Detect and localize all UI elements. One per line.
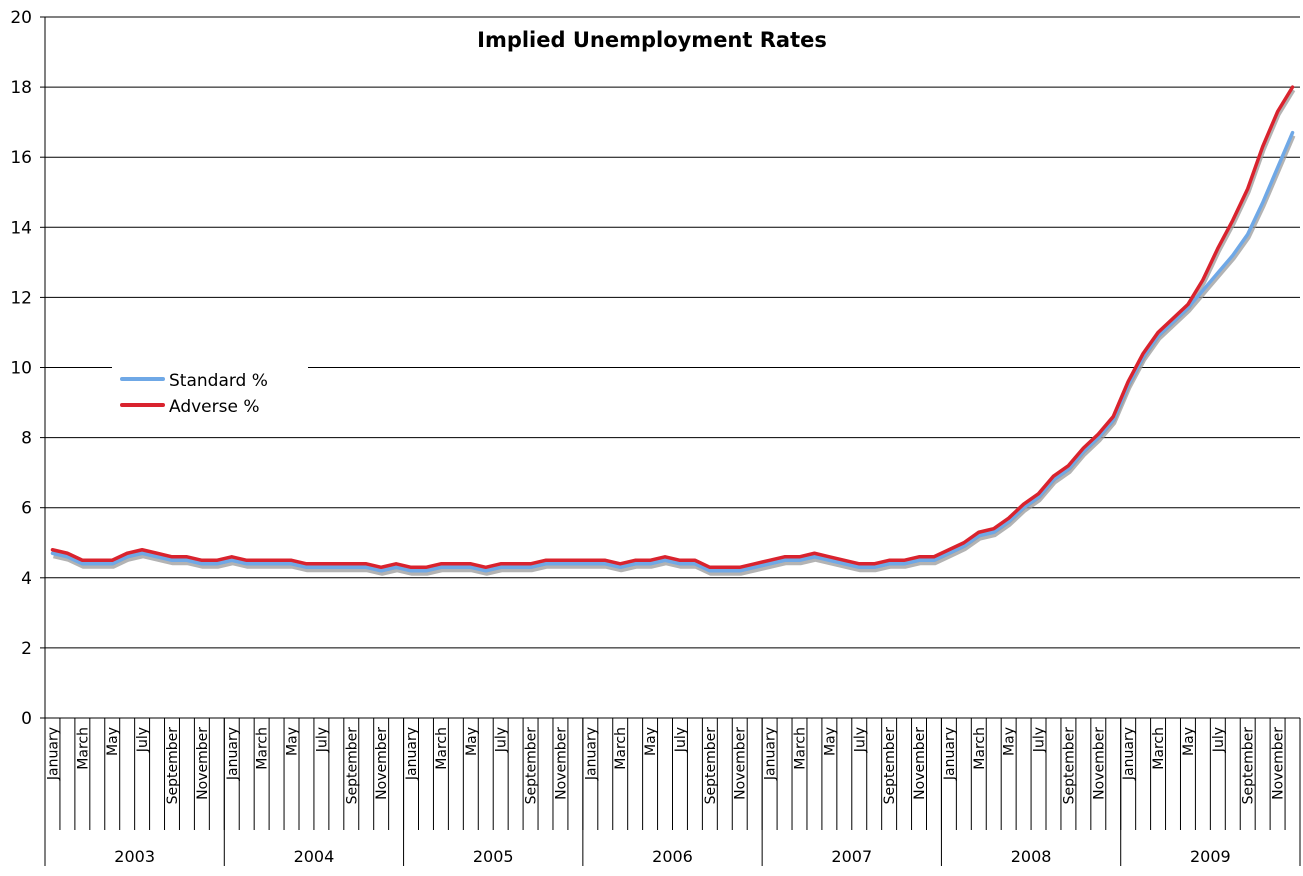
month-label: July bbox=[1032, 727, 1048, 753]
month-label: March bbox=[613, 727, 629, 770]
month-label: January bbox=[1121, 727, 1137, 781]
ytick-label-6: 6 bbox=[21, 499, 32, 519]
ytick-label-20: 20 bbox=[10, 8, 32, 28]
ytick-label-14: 14 bbox=[10, 218, 32, 238]
month-label: May bbox=[285, 727, 301, 756]
month-label: March bbox=[434, 727, 450, 770]
month-label: September bbox=[1061, 727, 1077, 805]
month-label: November bbox=[733, 727, 749, 800]
month-label: July bbox=[135, 727, 151, 753]
month-label: September bbox=[344, 727, 360, 805]
month-label: July bbox=[852, 727, 868, 753]
ytick-label-0: 0 bbox=[21, 709, 32, 729]
month-label: March bbox=[1151, 727, 1167, 770]
month-label: March bbox=[255, 727, 271, 770]
month-label: January bbox=[404, 727, 420, 781]
month-label: May bbox=[1002, 727, 1018, 756]
month-label: May bbox=[1181, 727, 1197, 756]
year-label-2007: 2007 bbox=[831, 847, 872, 866]
year-label-2006: 2006 bbox=[652, 847, 693, 866]
month-label: July bbox=[1211, 727, 1227, 753]
ytick-label-2: 2 bbox=[21, 639, 32, 659]
series-line-standard bbox=[50, 130, 1295, 573]
month-label: May bbox=[822, 727, 838, 756]
month-label: November bbox=[1091, 727, 1107, 800]
legend-label-adverse: Adverse % bbox=[169, 397, 260, 417]
month-label: March bbox=[75, 727, 91, 770]
chart-title: Implied Unemployment Rates bbox=[477, 28, 827, 52]
year-label-2009: 2009 bbox=[1190, 847, 1231, 866]
month-label: January bbox=[583, 727, 599, 781]
month-label: November bbox=[912, 727, 928, 800]
month-label: January bbox=[763, 727, 779, 781]
month-label: November bbox=[553, 727, 569, 800]
month-label: January bbox=[942, 727, 958, 781]
month-label: November bbox=[374, 727, 390, 800]
ytick-label-4: 4 bbox=[21, 569, 32, 589]
ytick-label-16: 16 bbox=[10, 148, 32, 168]
legend: Standard % Adverse % bbox=[112, 365, 308, 423]
month-label: May bbox=[643, 727, 659, 756]
month-label: January bbox=[45, 727, 61, 781]
month-label: March bbox=[972, 727, 988, 770]
series-line-adverse bbox=[50, 85, 1295, 570]
ytick-label-10: 10 bbox=[10, 359, 32, 379]
year-label-2008: 2008 bbox=[1011, 847, 1052, 866]
month-label: September bbox=[882, 727, 898, 805]
month-label: September bbox=[165, 727, 181, 805]
ytick-label-8: 8 bbox=[21, 429, 32, 449]
year-label-2004: 2004 bbox=[294, 847, 335, 866]
legend-label-standard: Standard % bbox=[169, 371, 268, 391]
month-label: July bbox=[314, 727, 330, 753]
month-label: September bbox=[1241, 727, 1257, 805]
month-label: January bbox=[225, 727, 241, 781]
month-label: July bbox=[673, 727, 689, 753]
series-shadow-standard bbox=[53, 134, 1296, 576]
month-label: July bbox=[494, 727, 510, 753]
year-label-2003: 2003 bbox=[114, 847, 155, 866]
month-label: November bbox=[195, 727, 211, 800]
year-label-2005: 2005 bbox=[473, 847, 514, 866]
month-label: May bbox=[105, 727, 121, 756]
month-label: May bbox=[464, 727, 480, 756]
ytick-label-12: 12 bbox=[10, 288, 32, 308]
month-label: September bbox=[524, 727, 540, 805]
ytick-label-18: 18 bbox=[10, 78, 32, 98]
month-label: November bbox=[1271, 727, 1287, 800]
month-label: March bbox=[792, 727, 808, 770]
month-label: September bbox=[703, 727, 719, 805]
